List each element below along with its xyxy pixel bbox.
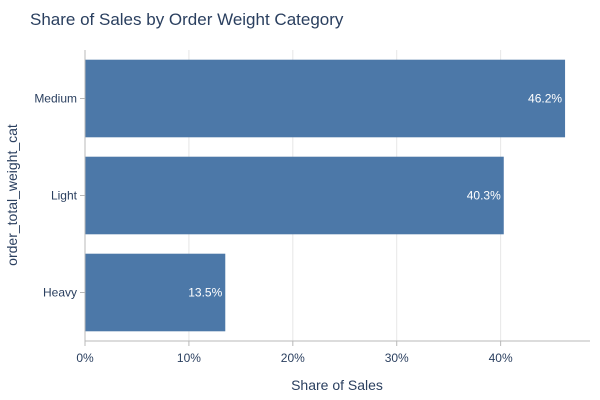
x-tick-label: 40%: [489, 351, 513, 365]
x-tick-label: 20%: [281, 351, 305, 365]
y-tick-label: Medium: [34, 92, 77, 106]
bar-value-label: 40.3%: [467, 189, 501, 203]
y-tick-label: Heavy: [43, 286, 77, 300]
bar-medium: [85, 59, 566, 138]
x-axis-title: Share of Sales: [291, 377, 383, 393]
chart-title: Share of Sales by Order Weight Category: [30, 10, 344, 29]
bar-value-label: 46.2%: [528, 92, 562, 106]
y-tick-label: Light: [51, 189, 78, 203]
bar-heavy: [85, 253, 226, 332]
x-tick-label: 10%: [177, 351, 201, 365]
bars: 46.2% 40.3% 13.5%: [85, 59, 566, 332]
y-axis-title: order_total_weight_cat: [4, 124, 20, 266]
bar-light: [85, 156, 504, 235]
x-tick-label: 30%: [385, 351, 409, 365]
tick-labels: 0% 10% 20% 30% 40% Medium Light Heavy: [34, 92, 513, 366]
bar-value-label: 13.5%: [188, 286, 222, 300]
x-tick-label: 0%: [76, 351, 94, 365]
